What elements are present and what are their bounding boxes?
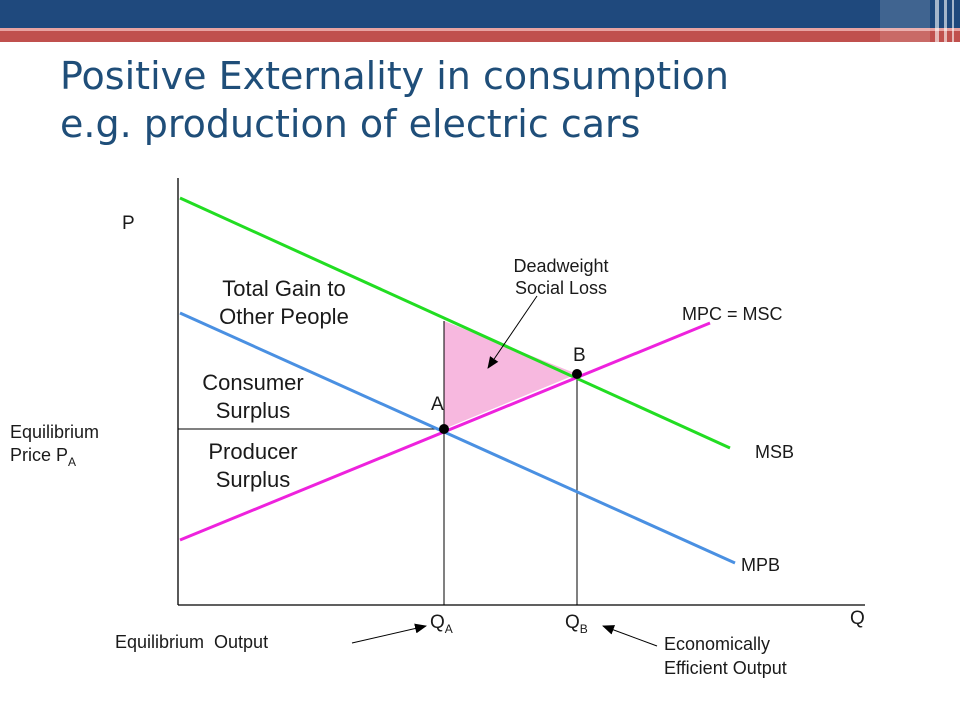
qa-main: Q (430, 612, 445, 633)
header-bands (0, 0, 960, 60)
producer-surplus-label-line1: Producer (208, 439, 297, 464)
equilibrium-price-subscript: A (68, 455, 76, 469)
equilibrium-output-arrow (351, 623, 427, 644)
slide-title-line1: Positive Externality in consumption (60, 54, 730, 98)
equilibrium-price-label-line1: Equilibrium (10, 422, 99, 442)
qa-subscript: A (445, 622, 453, 636)
msb-curve (179, 196, 731, 450)
total-gain-label-line2: Other People (219, 304, 349, 329)
deadweight-label-line1: Deadweight (513, 256, 608, 276)
header-red-highlight (0, 28, 960, 31)
producer-surplus-label-line2: Surplus (216, 467, 291, 492)
header-stripe (952, 0, 954, 60)
msb-label: MSB (755, 442, 794, 462)
qb-label: QB (565, 612, 588, 636)
qa-label: QA (430, 612, 453, 636)
point-b-marker (572, 369, 582, 379)
qb-subscript: B (580, 622, 588, 636)
slide-title: Positive Externality in consumption e.g.… (60, 52, 729, 148)
axis-q-label: Q (850, 608, 865, 629)
slide-title-line2: e.g. production of electric cars (60, 102, 641, 146)
mpb-curve (179, 311, 736, 565)
deadweight-loss-area (444, 321, 577, 429)
point-a-marker (439, 424, 449, 434)
consumer-surplus-label-line1: Consumer (202, 370, 303, 395)
equilibrium-price-main: Price P (10, 445, 68, 465)
total-gain-label-line1: Total Gain to (222, 276, 346, 301)
header-red-band (0, 28, 960, 42)
consumer-surplus-label-line2: Surplus (216, 398, 291, 423)
point-a-label: A (431, 394, 444, 415)
header-stripe (935, 0, 939, 60)
equilibrium-output-label: Equilibrium Output (115, 632, 268, 652)
header-white-strip (570, 42, 890, 50)
equilibrium-price-label-line2: Price PA (10, 445, 76, 469)
qb-main: Q (565, 612, 580, 633)
mpb-label: MPB (741, 555, 780, 575)
axis-p-label: P (122, 213, 135, 234)
header-dark-band (0, 0, 960, 28)
efficient-output-label-line1: Economically (664, 634, 770, 654)
efficient-output-arrow (602, 625, 658, 647)
deadweight-label-line2: Social Loss (515, 278, 607, 298)
mpc-msc-label: MPC = MSC (682, 304, 783, 324)
deadweight-arrow (487, 295, 538, 369)
efficient-output-label-line2: Efficient Output (664, 658, 787, 678)
header-stripe (944, 0, 947, 60)
point-b-label: B (573, 345, 586, 366)
